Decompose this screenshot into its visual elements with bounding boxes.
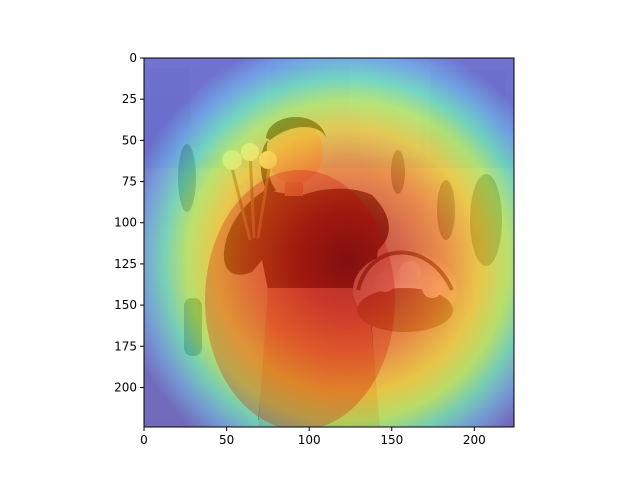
y-tick-label: 25 bbox=[122, 92, 137, 106]
y-tick-label: 50 bbox=[122, 133, 137, 147]
x-tick-label: 100 bbox=[298, 433, 321, 447]
y-tick-label: 75 bbox=[122, 175, 137, 189]
x-axis: 0 50 100 150 200 bbox=[140, 427, 486, 447]
y-tick-label: 125 bbox=[114, 257, 137, 271]
heatmap-core bbox=[205, 170, 395, 427]
x-tick-label: 0 bbox=[140, 433, 148, 447]
y-tick-label: 100 bbox=[114, 216, 137, 230]
axes-frame bbox=[143, 57, 515, 428]
attention-heatmap-overlay bbox=[144, 58, 514, 427]
y-tick-label: 200 bbox=[114, 380, 137, 394]
x-tick-label: 150 bbox=[380, 433, 403, 447]
image-area bbox=[144, 58, 514, 427]
x-tick-label: 200 bbox=[463, 433, 486, 447]
x-tick-label: 50 bbox=[219, 433, 234, 447]
y-tick-label: 175 bbox=[114, 339, 137, 353]
y-tick-label: 150 bbox=[114, 298, 137, 312]
y-axis: 0 25 50 75 100 125 150 175 200 bbox=[114, 51, 144, 394]
y-tick-label: 0 bbox=[129, 51, 137, 65]
